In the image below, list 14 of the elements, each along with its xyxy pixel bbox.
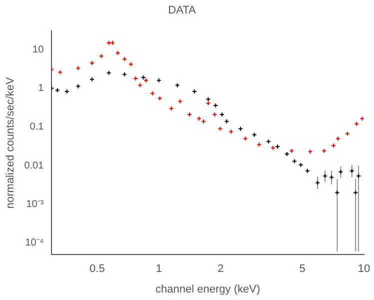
- x-tick-label: 5: [299, 263, 306, 276]
- y-tick-label: 1: [38, 83, 44, 94]
- y-tick-label: 10: [32, 44, 44, 56]
- y-tick-label: 0.1: [30, 122, 44, 133]
- y-tick-label: 10⁻³: [26, 199, 44, 210]
- x-tick-label: 1: [156, 263, 162, 276]
- y-axis-title: normalized counts/sec/keV: [4, 76, 17, 209]
- y-tick-label: 10⁻⁴: [25, 238, 44, 249]
- x-axis-title: channel energy (keV): [156, 283, 260, 296]
- x-tick-label: 10: [358, 263, 370, 276]
- chart-title: DATA: [168, 4, 197, 17]
- x-tick-label: 2: [218, 263, 224, 276]
- x-tick-label: 0.5: [90, 263, 105, 276]
- y-tick-label: 0.01: [24, 160, 44, 172]
